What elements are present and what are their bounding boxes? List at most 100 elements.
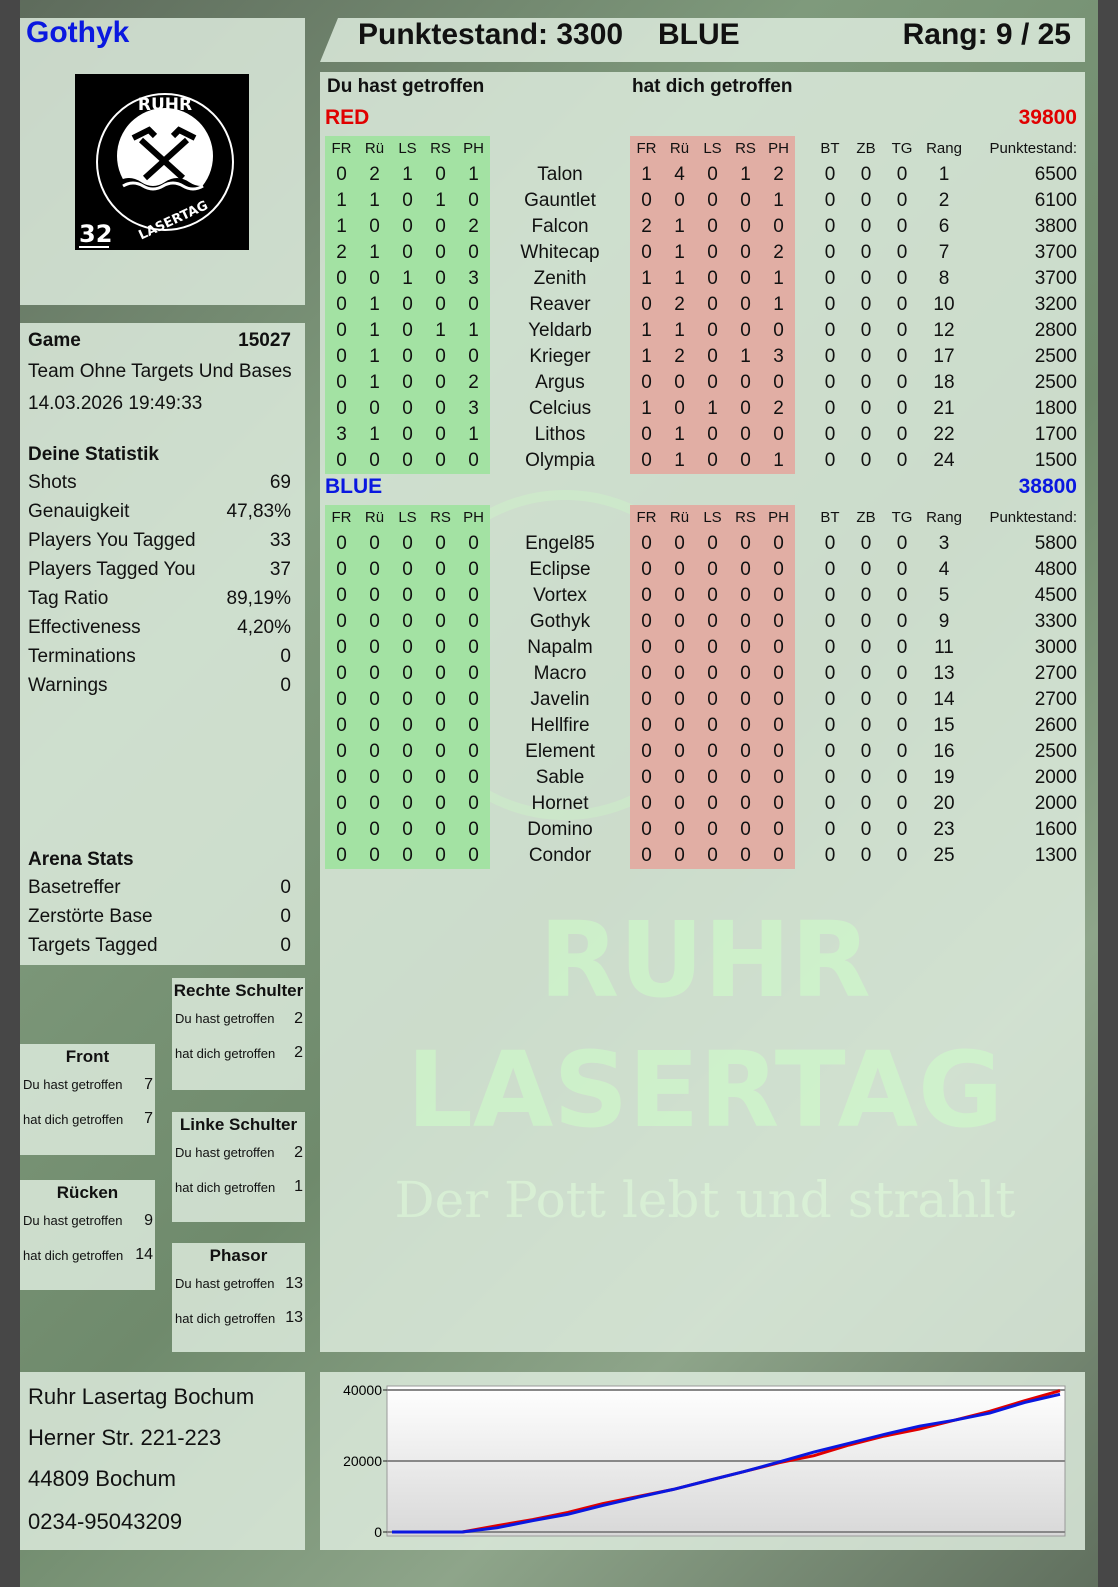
rank-cell: 9	[938, 611, 950, 632]
hit-cell: 0	[424, 739, 457, 765]
hit-cell: 0	[358, 583, 391, 609]
tg-cell: 0	[896, 372, 908, 393]
stat-value: 89,19%	[226, 588, 291, 609]
got-cell: 0	[663, 765, 696, 791]
got-cell: 1	[729, 162, 762, 188]
hit-cell: 0	[325, 661, 358, 687]
tg-cell: 0	[896, 533, 908, 554]
hit-cell: 0	[424, 396, 457, 422]
hit-cell: 0	[325, 292, 358, 318]
col-header: ZB	[856, 140, 876, 157]
got-cell: 0	[696, 687, 729, 713]
bt-cell: 0	[824, 845, 836, 866]
hit-cell: 2	[457, 214, 490, 240]
hit-cell: 0	[358, 739, 391, 765]
team-heading-blue: BLUE 38800	[325, 475, 1077, 501]
got-cell: 0	[762, 531, 795, 557]
zone-got-value: 7	[144, 1110, 153, 1127]
hit-cell: 0	[325, 791, 358, 817]
got-cell: 0	[663, 739, 696, 765]
player-name-cell: Condor	[528, 845, 592, 866]
hit-cell: 0	[424, 687, 457, 713]
team-score: 38800	[1018, 475, 1077, 498]
col-header: PH	[762, 136, 795, 162]
hit-cell: 0	[457, 739, 490, 765]
zb-cell: 0	[860, 216, 872, 237]
hit-cell: 0	[391, 531, 424, 557]
hit-cell: 0	[325, 687, 358, 713]
zone-title: Rücken	[56, 1183, 119, 1202]
rank-cell: 4	[938, 559, 950, 580]
got-cell: 0	[729, 292, 762, 318]
hit-cell: 1	[358, 370, 391, 396]
hit-cell: 0	[358, 687, 391, 713]
got-cell: 1	[630, 162, 663, 188]
score-cell: 2500	[1034, 741, 1077, 762]
got-cell: 0	[630, 188, 663, 214]
got-cell: 0	[762, 370, 795, 396]
got-cell: 0	[696, 557, 729, 583]
rank-cell: 24	[933, 450, 955, 471]
col-header: LS	[391, 505, 424, 531]
zb-cell: 0	[860, 424, 872, 445]
got-cell: 0	[663, 843, 696, 869]
zone-hit-label: Du hast getroffen	[23, 1077, 123, 1092]
got-cell: 0	[762, 557, 795, 583]
score-cell: 6500	[1034, 164, 1077, 185]
hit-cell: 0	[457, 583, 490, 609]
stat-label: Tag Ratio	[28, 588, 109, 609]
got-cell: 0	[762, 422, 795, 448]
venue-street: Herner Str. 221-223	[28, 1425, 222, 1450]
zb-cell: 0	[860, 819, 872, 840]
rank-cell: 11	[934, 637, 954, 658]
hit-cell: 0	[457, 531, 490, 557]
hit-cell: 0	[325, 609, 358, 635]
score-chart: 0 20000 40000	[343, 1382, 1066, 1540]
player-rank: Rang: 9 / 25	[902, 18, 1071, 51]
hit-cell: 0	[358, 817, 391, 843]
zone-hit-label: Du hast getroffen	[175, 1276, 275, 1291]
rank-cell: 17	[933, 346, 955, 367]
got-cell: 0	[663, 817, 696, 843]
got-cell: 0	[663, 791, 696, 817]
stat-label: Terminations	[28, 646, 136, 667]
zone-box-phasor: Phasor Du hast getroffen 13 hat dich getrof…	[172, 1243, 305, 1352]
rank-cell: 5	[938, 585, 950, 606]
zb-cell: 0	[860, 372, 872, 393]
zone-got-label: hat dich getroffen	[175, 1180, 276, 1195]
bt-cell: 0	[824, 398, 836, 419]
hit-cell: 0	[424, 531, 457, 557]
hit-cell: 0	[424, 817, 457, 843]
bt-cell: 0	[824, 242, 836, 263]
hit-cell: 0	[391, 240, 424, 266]
zb-cell: 0	[860, 268, 872, 289]
hit-cell: 0	[358, 713, 391, 739]
bt-cell: 0	[824, 793, 836, 814]
tg-cell: 0	[896, 663, 908, 684]
stat-row: Effectiveness 4,20%	[28, 616, 291, 640]
tg-cell: 0	[896, 242, 908, 263]
tg-cell: 0	[896, 637, 908, 658]
player-name-cell: Gothyk	[529, 611, 591, 632]
col-header: PH	[762, 505, 795, 531]
rank-cell: 21	[933, 398, 955, 419]
hit-cell: 0	[424, 765, 457, 791]
tg-cell: 0	[896, 741, 908, 762]
tg-cell: 0	[896, 793, 908, 814]
got-cell: 0	[729, 214, 762, 240]
got-cell: 1	[762, 448, 795, 474]
got-cell: 0	[663, 713, 696, 739]
svg-text:32: 32	[79, 220, 112, 248]
hit-cell: 0	[391, 344, 424, 370]
bt-cell: 0	[824, 268, 836, 289]
team-score: 39800	[1018, 106, 1077, 129]
hit-cell: 0	[391, 843, 424, 869]
arena-label: Zerstörte Base	[28, 906, 153, 927]
player-name-cell: Element	[525, 741, 595, 762]
zone-got-label: hat dich getroffen	[175, 1311, 276, 1326]
player-name-cell: Vortex	[533, 585, 587, 606]
got-cell: 0	[630, 687, 663, 713]
got-cell: 0	[729, 240, 762, 266]
tg-cell: 0	[896, 190, 908, 211]
hit-cell: 0	[325, 396, 358, 422]
